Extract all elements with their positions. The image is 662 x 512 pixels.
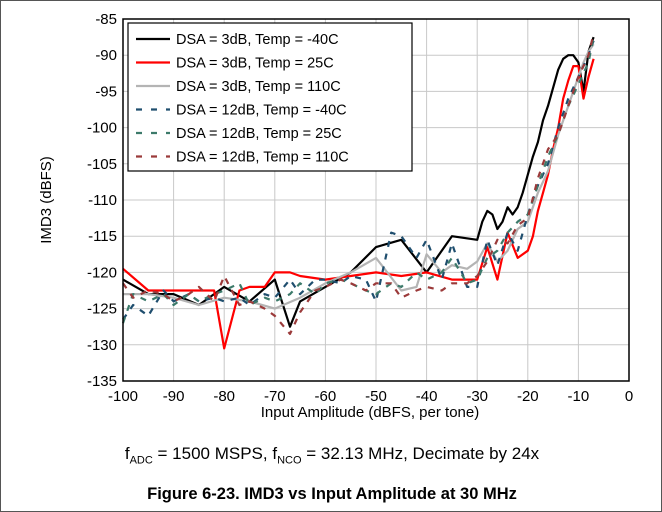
- plot-area-border: [122, 18, 630, 382]
- series-line-4: [122, 40, 595, 321]
- legend: DSA = 3dB, Temp = -40C DSA = 3dB, Temp = …: [127, 22, 413, 172]
- series-line-2: [122, 58, 595, 350]
- y-tick-label-9: -130: [87, 337, 117, 354]
- legend-label-5: DSA = 12dB, Temp = 25C: [176, 126, 342, 142]
- legend-label-6: DSA = 12dB, Temp = 110C: [176, 150, 349, 166]
- fnco-symbol: f: [272, 444, 278, 463]
- legend-label-4: DSA = 12dB, Temp = -40C: [176, 103, 347, 119]
- fadc-value: = 1500 MSPS,: [152, 444, 273, 463]
- y-tick-label-8: -125: [87, 301, 117, 318]
- y-tick-label-6: -115: [88, 228, 117, 245]
- y-tick-label-4: -105: [87, 156, 117, 173]
- fnco-value: = 32.13 MHz, Decimate by 24x: [301, 444, 540, 463]
- legend-box: [127, 22, 413, 172]
- y-tick-label-3: -100: [87, 120, 117, 137]
- series-line-1: [122, 36, 595, 328]
- x-tick-label-0: -100: [108, 388, 138, 405]
- x-tick-label-8: -20: [517, 388, 539, 405]
- x-tick-label-4: -60: [315, 388, 337, 405]
- y-tick-label-5: -110: [88, 192, 117, 209]
- y-tick-labels: -85 -90 -95 -100 -105 -110 -115 -120 -125 -130 -13…: [87, 11, 117, 390]
- y-tick-label-0: -85: [95, 11, 117, 28]
- figure-caption: Figure 6-23. IMD3 vs Input Amplitude at …: [147, 485, 517, 503]
- x-tick-label-7: -30: [466, 388, 488, 405]
- test-condition-note: fADC = 1500 MSPS, fNCO = 32.13 MHz, Deci…: [1, 444, 662, 466]
- x-tick-label-9: -10: [568, 388, 590, 405]
- series-line-6: [122, 33, 595, 335]
- x-tick-label-1: -90: [163, 388, 185, 405]
- y-tick-label-1: -90: [95, 47, 117, 64]
- fadc-subscript: ADC: [129, 454, 153, 467]
- legend-label-3: DSA = 3dB, Temp = 110C: [176, 79, 341, 95]
- y-axis-title: IMD3 (dBFS): [38, 156, 55, 244]
- x-tick-label-5: -50: [365, 388, 387, 405]
- x-tick-label-6: -40: [416, 388, 438, 405]
- x-tick-label-2: -80: [213, 388, 235, 405]
- fadc-symbol: f: [124, 444, 130, 463]
- x-axis-title: Input Amplitude (dBFS, per tone): [261, 404, 479, 421]
- y-tick-label-2: -95: [95, 83, 117, 100]
- series-layer: [121, 33, 595, 350]
- legend-label-1: DSA = 3dB, Temp = -40C: [176, 32, 339, 48]
- y-tick-label-10: -135: [87, 373, 117, 390]
- x-tick-labels: -100 -90 -80 -70 -60 -50 -40 -30 -20 -10 0: [108, 388, 633, 405]
- y-tick-label-7: -120: [87, 264, 117, 281]
- fnco-subscript: NCO: [277, 454, 302, 467]
- legend-label-2: DSA = 3dB, Temp = 25C: [176, 56, 334, 72]
- x-tick-label-10: 0: [625, 388, 633, 405]
- imd3-chart: -100 -90 -80 -70 -60 -50 -40 -30 -20 -10 0 -85-90-…: [38, 11, 633, 421]
- x-tick-label-3: -70: [264, 388, 286, 405]
